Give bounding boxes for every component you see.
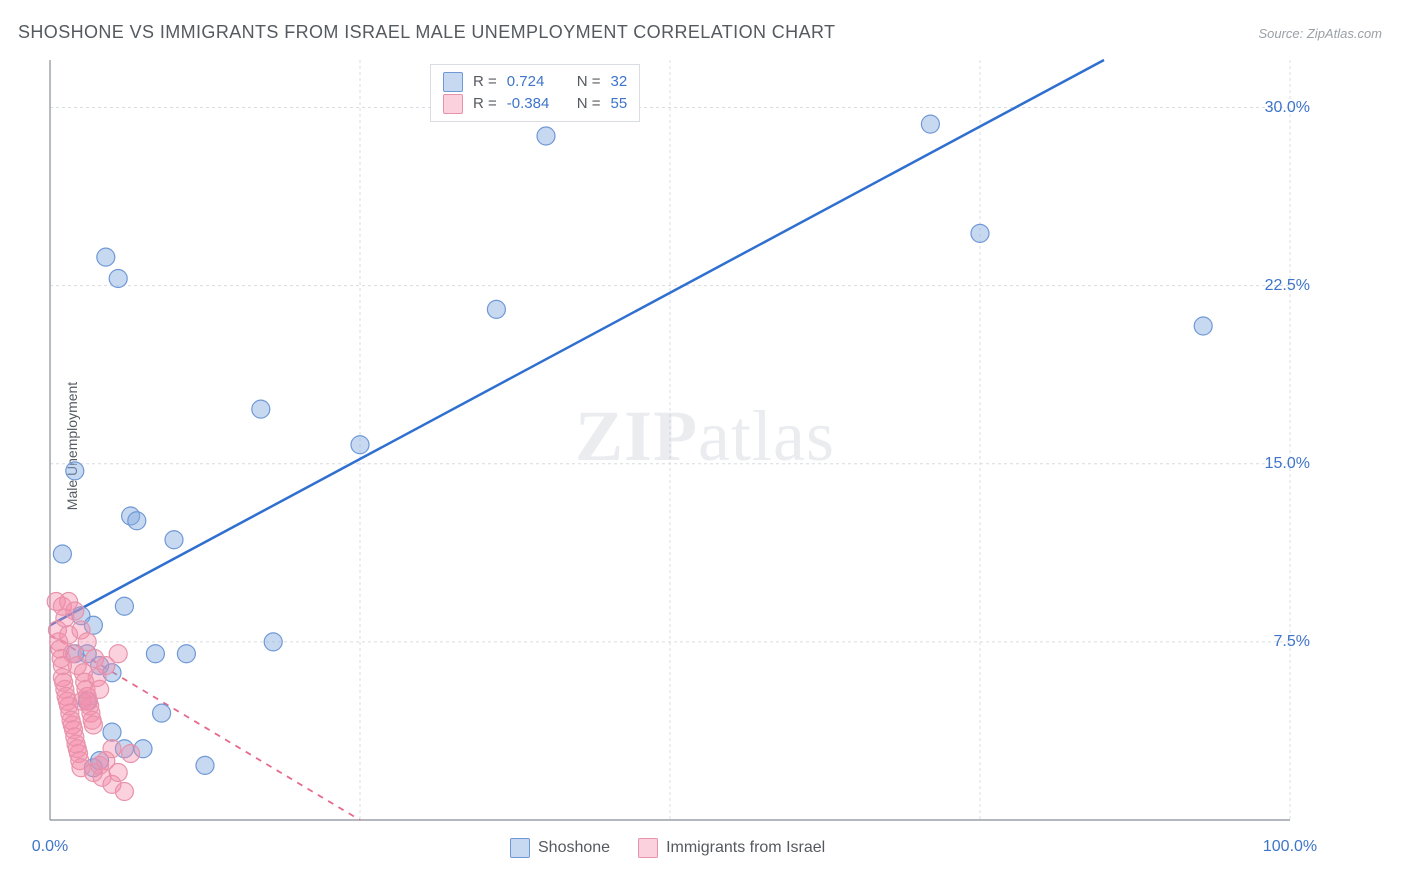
legend-row-shoshone: R = 0.724 N = 32	[443, 71, 627, 93]
scatter-plot	[0, 0, 1406, 892]
legend-r-value: -0.384	[507, 93, 567, 115]
x-tick-label: 0.0%	[32, 838, 68, 892]
legend-swatch	[638, 838, 658, 858]
legend-n-label: N =	[577, 93, 601, 115]
chart-container: SHOSHONE VS IMMIGRANTS FROM ISRAEL MALE …	[0, 0, 1406, 892]
legend-label: Shoshone	[538, 839, 610, 857]
legend-row-israel: R = -0.384 N = 55	[443, 93, 627, 115]
y-tick-label: 22.5%	[1230, 277, 1326, 295]
legend-n-value: 55	[611, 93, 628, 115]
legend-label: Immigrants from Israel	[666, 839, 825, 857]
legend-item-israel: Immigrants from Israel	[638, 838, 825, 858]
y-tick-label: 30.0%	[1230, 99, 1326, 117]
y-tick-label: 7.5%	[1230, 633, 1326, 651]
legend-swatch	[510, 838, 530, 858]
series-legend: Shoshone Immigrants from Israel	[510, 838, 825, 858]
legend-item-shoshone: Shoshone	[510, 838, 610, 858]
y-tick-label: 15.0%	[1230, 455, 1326, 473]
legend-r-value: 0.724	[507, 71, 567, 93]
legend-swatch	[443, 72, 463, 92]
legend-r-label: R =	[473, 71, 497, 93]
correlation-legend: R = 0.724 N = 32 R = -0.384 N = 55	[430, 64, 640, 122]
x-tick-label: 100.0%	[1263, 838, 1317, 892]
legend-n-value: 32	[611, 71, 628, 93]
legend-swatch	[443, 94, 463, 114]
legend-r-label: R =	[473, 93, 497, 115]
legend-n-label: N =	[577, 71, 601, 93]
